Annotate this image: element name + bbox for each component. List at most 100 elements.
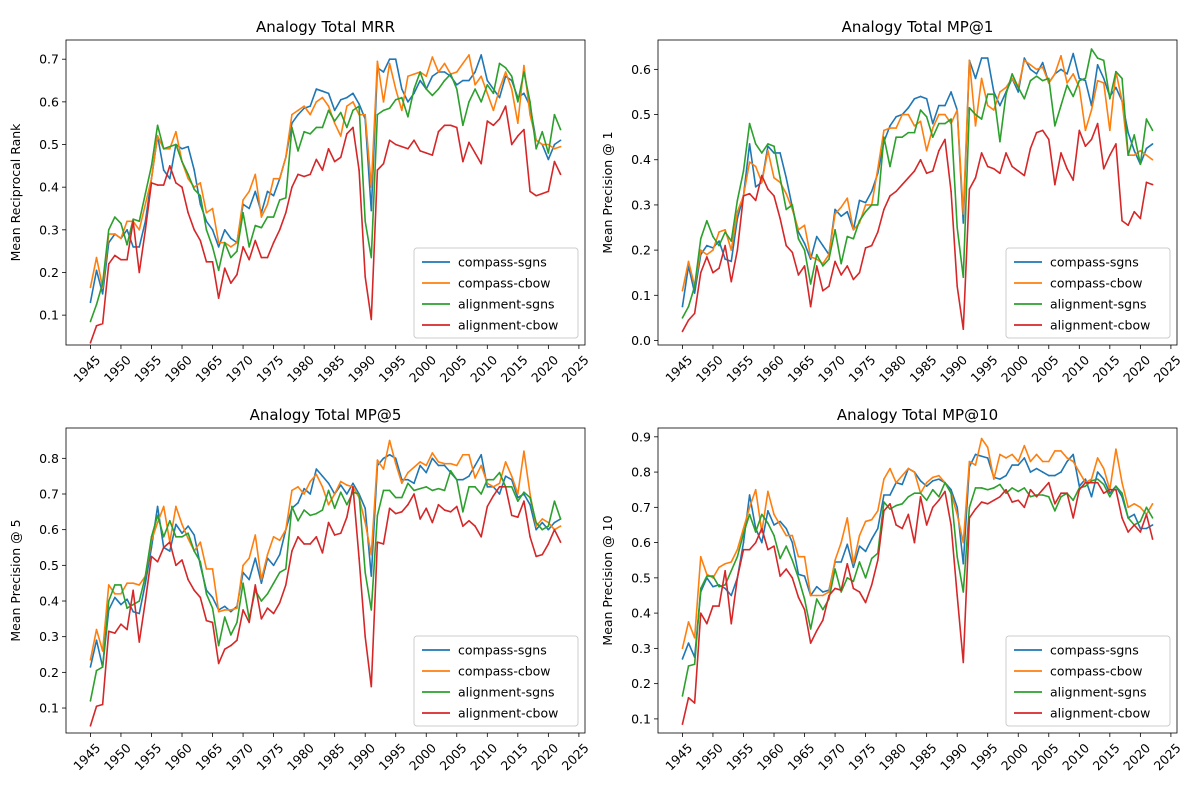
data-point-alignment-cbow [510,514,513,517]
data-point-compass-sgns [1133,513,1136,516]
data-point-compass-cbow [333,493,336,495]
data-point-alignment-cbow [1145,181,1148,184]
data-point-alignment-sgns [156,514,159,517]
data-point-compass-cbow [1102,82,1105,84]
data-point-compass-sgns [120,603,122,606]
data-point-alignment-cbow [742,195,745,197]
data-point-compass-cbow [529,113,531,116]
data-point-alignment-cbow [339,156,342,159]
data-point-alignment-cbow [413,493,415,495]
data-point-compass-cbow [425,75,428,78]
data-point-compass-cbow [1066,82,1068,84]
data-point-compass-sgns [1115,86,1117,89]
data-point-compass-cbow [1127,506,1129,509]
data-point-alignment-sgns [455,88,458,90]
data-point-compass-cbow [773,513,775,516]
data-point-compass-sgns [681,305,684,308]
data-point-alignment-cbow [327,147,330,150]
data-point-alignment-cbow [303,175,305,178]
data-point-compass-cbow [339,135,342,137]
data-point-alignment-sgns [785,545,788,547]
data-point-alignment-cbow [706,256,708,258]
data-point-alignment-sgns [864,210,867,213]
legend-label: alignment-cbow [1050,706,1150,721]
data-point-alignment-sgns [822,608,824,611]
data-point-alignment-cbow [120,623,122,625]
x-tick-label: 2010 [467,740,500,773]
series-points-alignment-sgns [89,62,562,323]
data-point-alignment-cbow [736,249,739,251]
data-point-alignment-sgns [480,493,483,495]
data-point-compass-sgns [89,301,92,304]
data-point-alignment-sgns [468,101,470,103]
data-point-compass-sgns [889,125,891,127]
data-point-alignment-cbow [333,534,336,536]
data-point-alignment-cbow [370,318,373,321]
data-point-alignment-sgns [394,98,397,101]
data-point-compass-cbow [840,541,842,544]
data-point-compass-cbow [944,113,946,116]
data-point-compass-cbow [462,453,464,456]
data-point-compass-sgns [980,455,983,458]
x-tick-label: 2020 [528,352,561,385]
data-point-compass-sgns [370,575,373,577]
data-point-alignment-sgns [529,496,531,499]
data-point-alignment-sgns [297,519,299,522]
data-point-compass-sgns [230,237,232,240]
data-point-alignment-cbow [559,173,562,176]
data-point-alignment-cbow [217,662,220,665]
data-point-alignment-cbow [1029,488,1032,491]
data-point-compass-cbow [333,122,336,124]
data-point-alignment-sgns [809,283,812,285]
data-point-compass-cbow [529,493,531,495]
data-point-alignment-sgns [1072,499,1074,502]
data-point-compass-sgns [175,523,177,526]
data-point-alignment-sgns [944,481,946,484]
data-point-alignment-sgns [699,238,702,240]
data-point-alignment-sgns [785,208,788,211]
data-point-alignment-sgns [913,492,916,495]
data-point-compass-sgns [1090,495,1093,498]
subplot-mp-at-10: Analogy Total MP@10 Mean Precision @ 10 0.… [600,406,1184,773]
data-point-alignment-cbow [474,152,476,154]
data-point-alignment-sgns [742,170,745,172]
y-tick-label: 0.1 [39,308,59,323]
data-point-compass-sgns [315,468,318,470]
y-tick-label: 0.7 [39,52,59,67]
data-point-alignment-sgns [382,489,385,492]
data-point-alignment-sgns [791,559,794,562]
data-point-alignment-sgns [358,105,360,107]
data-point-alignment-sgns [931,136,934,138]
data-point-alignment-sgns [333,507,336,510]
data-point-compass-cbow [535,525,537,527]
data-point-alignment-sgns [718,585,720,588]
data-point-compass-sgns [999,104,1001,107]
series-line-compass-sgns [89,453,561,668]
legend-label: alignment-sgns [458,297,555,312]
y-tick-label: 0.4 [631,606,651,621]
data-point-alignment-cbow [687,696,690,699]
data-point-alignment-cbow [535,555,537,558]
data-point-alignment-cbow [401,145,403,148]
data-point-alignment-cbow [968,188,971,190]
data-point-compass-sgns [1054,474,1056,477]
data-point-alignment-sgns [346,503,348,506]
y-tick-label: 0.4 [631,152,651,167]
data-point-alignment-cbow [89,725,92,727]
data-point-alignment-sgns [394,496,397,499]
data-point-compass-cbow [156,135,159,137]
data-point-alignment-cbow [718,605,720,607]
data-point-compass-cbow [1041,460,1044,463]
data-point-alignment-cbow [169,541,171,543]
data-point-compass-sgns [95,269,98,272]
data-point-compass-sgns [931,480,934,482]
data-point-compass-cbow [285,528,287,531]
data-point-compass-sgns [809,258,812,260]
data-point-alignment-sgns [150,165,153,167]
data-point-compass-sgns [205,220,208,223]
data-point-alignment-sgns [272,582,275,584]
data-point-compass-cbow [999,91,1001,93]
data-point-compass-cbow [1078,471,1081,473]
data-point-alignment-cbow [480,162,483,165]
data-point-compass-sgns [468,475,470,477]
